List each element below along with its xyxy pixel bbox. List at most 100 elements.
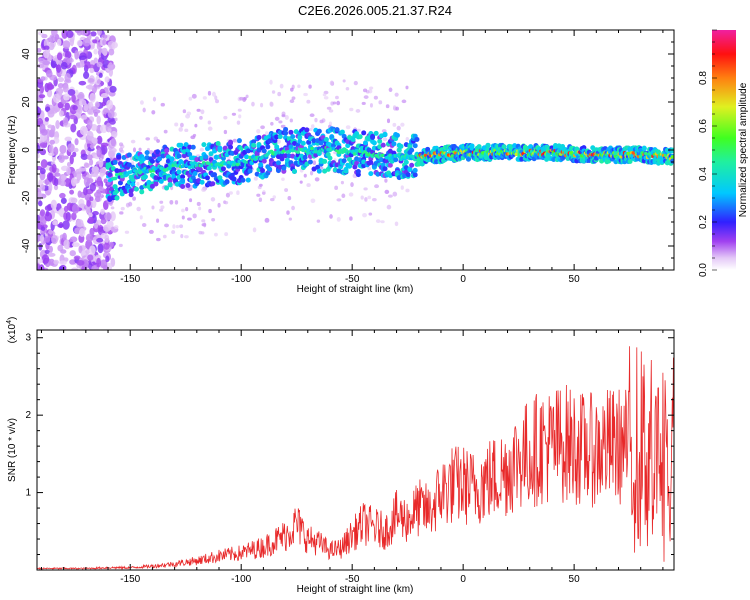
heatmap-cell bbox=[306, 183, 311, 188]
heatmap-cell bbox=[396, 125, 401, 131]
heatmap-cell bbox=[382, 131, 388, 137]
heatmap-cell bbox=[93, 111, 98, 117]
heatmap-cell bbox=[345, 86, 350, 91]
heatmap-cell bbox=[156, 139, 160, 143]
heatmap-cell bbox=[44, 205, 53, 212]
heatmap-cell bbox=[414, 136, 420, 142]
heatmap-cell bbox=[306, 99, 311, 104]
heatmap-cell bbox=[107, 181, 111, 185]
heatmap-cell bbox=[197, 167, 203, 173]
heatmap-cell bbox=[357, 134, 363, 140]
heatmap-cell bbox=[340, 180, 344, 185]
heatmap-cell bbox=[142, 174, 148, 180]
snr-multiplier-exp: 4 bbox=[6, 320, 13, 324]
heatmap-cell bbox=[148, 150, 154, 155]
snr-line-group bbox=[37, 346, 674, 570]
heatmap-cell bbox=[240, 177, 246, 183]
heatmap-cell bbox=[47, 82, 53, 91]
heatmap-cell bbox=[91, 169, 99, 178]
heatmap-cell bbox=[101, 101, 106, 107]
heatmap-cell bbox=[71, 203, 80, 214]
heatmap-cell bbox=[110, 257, 116, 267]
heatmap-cell bbox=[265, 144, 271, 150]
heatmap-cell bbox=[118, 243, 123, 248]
heatmap-y-axis-label: Frequency (Hz) bbox=[7, 116, 18, 185]
heatmap-cell bbox=[80, 30, 89, 36]
snr-x-ticks: -150 -100 -50 0 50 bbox=[40, 330, 664, 585]
heatmap-cell bbox=[196, 201, 201, 207]
x-tick-label: 50 bbox=[569, 274, 581, 285]
heatmap-cell bbox=[387, 162, 393, 168]
heatmap-cell bbox=[158, 178, 164, 184]
heatmap-cell bbox=[54, 172, 61, 177]
heatmap-cell bbox=[192, 213, 197, 219]
heatmap-cell bbox=[99, 168, 107, 174]
heatmap-cell bbox=[261, 191, 266, 195]
heatmap-cell bbox=[59, 144, 67, 154]
heatmap-cell bbox=[76, 171, 82, 181]
heatmap-cell bbox=[48, 144, 54, 154]
heatmap-cell bbox=[231, 176, 237, 182]
heatmap-cell bbox=[85, 84, 94, 90]
heatmap-cell bbox=[96, 79, 101, 84]
heatmap-cell bbox=[49, 34, 55, 43]
heatmap-cell bbox=[107, 109, 115, 119]
heatmap-cell bbox=[63, 239, 70, 250]
heatmap-cell bbox=[258, 197, 263, 202]
heatmap-cell bbox=[60, 197, 67, 204]
heatmap-cell bbox=[278, 120, 283, 124]
heatmap-cell bbox=[87, 254, 94, 261]
heatmap-cell bbox=[291, 168, 297, 174]
heatmap-cell bbox=[96, 115, 101, 125]
heatmap-cell bbox=[167, 178, 173, 184]
heatmap-cell bbox=[37, 63, 45, 69]
heatmap-cell bbox=[51, 30, 58, 37]
heatmap-cell bbox=[191, 93, 197, 99]
heatmap-cell bbox=[174, 122, 179, 127]
heatmap-cell bbox=[345, 125, 351, 130]
heatmap-cell bbox=[47, 252, 56, 257]
heatmap-cell bbox=[302, 154, 308, 160]
heatmap-cell bbox=[100, 93, 109, 99]
heatmap-x-axis-label: Height of straight line (km) bbox=[297, 284, 414, 295]
heatmap-cell bbox=[181, 215, 185, 220]
heatmap-cell bbox=[202, 96, 207, 100]
heatmap-cell bbox=[62, 84, 69, 93]
heatmap-cell bbox=[114, 117, 118, 122]
heatmap-cell bbox=[412, 143, 418, 149]
heatmap-cell bbox=[392, 122, 397, 127]
heatmap-cell bbox=[200, 163, 205, 168]
heatmap-cell bbox=[72, 105, 78, 111]
heatmap-cell bbox=[108, 62, 114, 71]
heatmap-cell bbox=[56, 52, 63, 61]
heatmap-cell bbox=[91, 137, 98, 144]
heatmap-cell bbox=[309, 113, 315, 118]
heatmap-cell bbox=[235, 162, 240, 167]
heatmap-cell bbox=[326, 106, 332, 110]
heatmap-cell bbox=[113, 176, 118, 181]
y-tick-label: 20 bbox=[21, 96, 32, 108]
heatmap-cell bbox=[258, 162, 264, 168]
heatmap-cell bbox=[638, 154, 643, 159]
heatmap-cell bbox=[128, 201, 133, 207]
heatmap-cell bbox=[96, 61, 103, 68]
heatmap-cell bbox=[469, 143, 475, 149]
heatmap-cell bbox=[47, 124, 53, 129]
heatmap-cell bbox=[104, 234, 110, 243]
heatmap-cell bbox=[387, 194, 393, 198]
heatmap-cell bbox=[201, 219, 206, 223]
heatmap-cell bbox=[169, 199, 174, 205]
heatmap-cell bbox=[100, 218, 107, 225]
heatmap-cell bbox=[94, 101, 100, 108]
colorbar-tick-label: 0.2 bbox=[698, 215, 709, 229]
heatmap-cell bbox=[44, 235, 51, 243]
heatmap-cell bbox=[155, 149, 161, 155]
x-tick-label: 50 bbox=[569, 574, 581, 585]
heatmap-cell bbox=[236, 120, 241, 125]
heatmap-cell bbox=[288, 217, 292, 221]
heatmap-cell bbox=[223, 115, 228, 120]
heatmap-cell bbox=[300, 140, 306, 146]
heatmap-cell bbox=[48, 172, 53, 183]
heatmap-cell bbox=[98, 157, 104, 168]
heatmap-cell bbox=[89, 67, 95, 74]
